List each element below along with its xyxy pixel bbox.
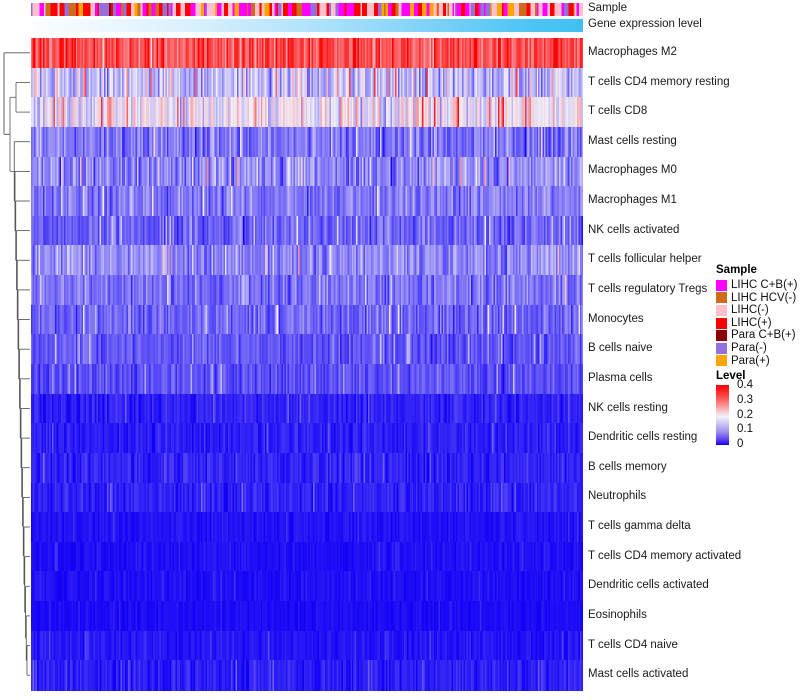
level-legend-tick xyxy=(729,399,735,401)
heatmap-row-label: Macrophages M2 xyxy=(588,45,677,58)
legend-item-label: LIHC HCV(-) xyxy=(731,291,797,304)
level-legend-tick-label: 0.3 xyxy=(737,393,753,406)
heatmap-row-label: Macrophages M1 xyxy=(588,194,677,206)
legend-color-swatch xyxy=(716,342,727,354)
heatmap-row-label: NK cells resting xyxy=(588,401,668,414)
heatmap-row-label: T cells CD4 naive xyxy=(588,638,678,651)
sample-track-label: Sample xyxy=(588,2,627,14)
sample-legend-item: LIHC(+) xyxy=(716,317,800,330)
heatmap-row-label: B cells memory xyxy=(588,460,667,473)
legend-color-swatch xyxy=(716,330,727,342)
sample-legend-item: LIHC(-) xyxy=(716,304,800,317)
level-gradient-bar xyxy=(716,385,729,445)
heatmap-row-label: Dendritic cells resting xyxy=(588,431,698,444)
heatmap-row xyxy=(31,601,583,632)
level-legend-tick-label: 0 xyxy=(737,438,744,450)
heatmap-row xyxy=(31,393,583,424)
heatmap-row-label: NK cells activated xyxy=(588,223,680,236)
sample-annotation-track xyxy=(31,3,583,16)
legend-color-swatch xyxy=(716,355,727,367)
level-legend-title: Level xyxy=(716,370,746,382)
legend-item-label: Para C+B(+) xyxy=(731,329,796,342)
level-legend: Level 0.4 0.3 0.2 0.1 0 xyxy=(716,370,800,450)
row-dendrogram xyxy=(3,52,30,676)
heatmap-row xyxy=(31,571,583,602)
level-legend-tick xyxy=(729,414,735,416)
heatmap-row xyxy=(31,215,583,247)
heatmap-row-label: Macrophages M0 xyxy=(588,164,677,177)
heatmap-row xyxy=(31,482,583,513)
heatmap-row-label: Mast cells resting xyxy=(588,134,677,147)
heatmap-row xyxy=(31,304,583,335)
level-legend-tick xyxy=(729,429,735,431)
heatmap-row xyxy=(31,512,583,543)
sample-legend-item: LIHC C+B(+) xyxy=(716,279,800,292)
legend-color-swatch xyxy=(716,292,727,304)
heatmap-row xyxy=(31,364,583,395)
heatmap-row xyxy=(31,38,583,69)
legend-item-label: Para(+) xyxy=(731,354,770,367)
heatmap-row-label: T cells CD4 memory resting xyxy=(588,75,730,88)
sample-legend-item: Para(-) xyxy=(716,342,800,355)
legend-item-label: LIHC(+) xyxy=(731,316,772,329)
heatmap-row-label: T cells regulatory Tregs xyxy=(588,282,708,295)
legend-color-swatch xyxy=(716,317,727,329)
legend-item-label: LIHC C+B(+) xyxy=(731,279,798,291)
level-legend-tick-label: 0.1 xyxy=(737,423,753,436)
heatmap-row xyxy=(31,67,583,98)
heatmap-row-label: T cells gamma delta xyxy=(588,520,691,532)
heatmap-row-label: Eosinophils xyxy=(588,608,647,621)
heatmap-body xyxy=(31,38,583,691)
heatmap-row-label: Monocytes xyxy=(588,312,644,325)
level-legend-tick-label: 0.4 xyxy=(737,379,753,391)
heatmap-row xyxy=(31,334,583,365)
heatmap-row-label: Dendritic cells activated xyxy=(588,579,709,592)
sample-legend-title: Sample xyxy=(716,264,757,276)
level-colorbar: 0.4 0.3 0.2 0.1 0 xyxy=(716,379,796,450)
sample-legend-item: LIHC HCV(-) xyxy=(716,292,800,305)
sample-legend: Sample LIHC C+B(+) LIHC HCV(-) LIHC(-) LIHC… xyxy=(716,264,800,367)
gene-expression-annotation-track xyxy=(31,19,583,32)
legend-color-swatch xyxy=(716,279,727,291)
heatmap-row xyxy=(31,97,583,128)
heatmap-row xyxy=(31,186,583,217)
heatmap-row-label: Mast cells activated xyxy=(588,668,689,681)
heatmap-row xyxy=(31,452,583,484)
heatmap-row-label: T cells CD4 memory activated xyxy=(588,549,742,562)
heatmap-row xyxy=(31,541,583,573)
heatmap-row xyxy=(31,126,583,158)
legend-color-swatch xyxy=(716,304,727,316)
heatmap-row-label: T cells follicular helper xyxy=(588,253,702,266)
level-legend-tick-label: 0.2 xyxy=(737,408,753,421)
heatmap-row xyxy=(31,275,583,306)
heatmap-row-label: Plasma cells xyxy=(588,371,653,384)
sample-legend-item: Para C+B(+) xyxy=(716,329,800,342)
heatmap-row xyxy=(31,630,583,661)
legend-item-label: Para(-) xyxy=(731,341,767,354)
heatmap-row xyxy=(31,245,583,276)
heatmap-row-label: T cells CD8 xyxy=(588,105,648,118)
heatmap-row-label: B cells naive xyxy=(588,342,653,355)
heatmap-row xyxy=(31,423,583,454)
heatmap-row xyxy=(31,156,583,187)
legend-item-label: LIHC(-) xyxy=(731,304,769,317)
heatmap-row xyxy=(31,660,583,691)
heatmap-row-label: Neutrophils xyxy=(588,490,647,503)
gene-expression-track-label: Gene expression level xyxy=(588,18,702,30)
sample-legend-item: Para(+) xyxy=(716,355,800,368)
